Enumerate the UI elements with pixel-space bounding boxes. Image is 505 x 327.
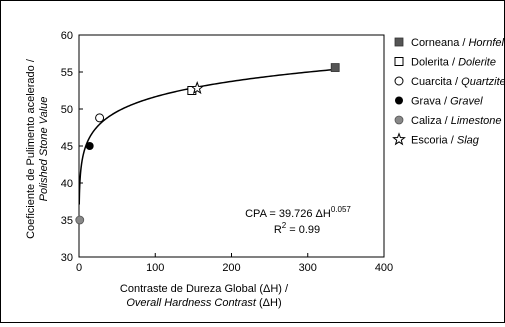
legend-label-hornfels: Corneana / Hornfels xyxy=(411,37,504,49)
fit-curve-group xyxy=(78,68,336,205)
legend-marker-dolerite xyxy=(394,57,404,66)
r-squared-label: R2 = 0.99 xyxy=(274,221,320,236)
data-point-slag xyxy=(190,81,205,95)
data-point-gravel xyxy=(85,142,94,150)
y-tick-label: 60 xyxy=(61,30,73,42)
equation-label: CPA = 39.726 ΔH0.057 xyxy=(245,205,351,220)
data-point-quartzite xyxy=(95,113,105,123)
legend-label-quartzite: Cuarcita / Quartzite xyxy=(411,76,504,88)
y-tick-label: 35 xyxy=(61,215,73,227)
y-tick-label: 30 xyxy=(61,252,73,264)
legend-marker-limestone xyxy=(394,115,404,125)
legend-label-gravel: Grava / Gravel xyxy=(411,96,483,108)
x-tick-label: 0 xyxy=(76,262,82,274)
x-tick-label: 100 xyxy=(146,262,164,274)
legend: Corneana / Hornfels Dolerita / Dolerite Cu… xyxy=(392,37,505,147)
legend-label-dolerite: Dolerita / Dolerite xyxy=(411,57,496,69)
x-axis-label-line1: Contraste de Dureza Global (ΔH) / xyxy=(120,283,289,295)
x-tick-label: 400 xyxy=(375,262,393,274)
legend-label-limestone: Caliza / Limestone xyxy=(411,115,502,127)
y-axis-label: Coeficiente de Pulimento acelerado / Pol… xyxy=(25,58,50,239)
y-axis-label-line2: Polished Stone Value xyxy=(38,97,50,202)
x-tick-label: 200 xyxy=(222,262,240,274)
y-axis-label-line1: Coeficiente de Pulimento acelerado / xyxy=(25,58,37,239)
y-tick-label: 55 xyxy=(61,67,73,79)
fit-curve xyxy=(78,68,336,205)
legend-marker-gravel xyxy=(395,96,403,105)
chart: 0 100 200 300 400 30 35 40 45 50 55 60 CPA = 39.726… xyxy=(25,30,505,309)
legend-marker-hornfels xyxy=(394,37,404,47)
legend-marker-quartzite xyxy=(394,76,404,86)
ticks: 0 100 200 300 400 30 35 40 45 50 55 60 xyxy=(61,30,393,274)
x-axis-label-line2: Overall Hardness Contrast (ΔH) xyxy=(126,297,281,309)
data-points xyxy=(75,63,340,225)
y-tick-label: 50 xyxy=(61,104,73,116)
x-tick-label: 300 xyxy=(299,262,317,274)
y-tick-label: 40 xyxy=(61,178,73,190)
y-tick-label: 45 xyxy=(61,141,73,153)
legend-label-slag: Escoria / Slag xyxy=(411,135,480,147)
legend-marker-slag xyxy=(392,132,406,146)
data-point-hornfels xyxy=(330,63,340,72)
data-point-limestone xyxy=(75,215,85,225)
